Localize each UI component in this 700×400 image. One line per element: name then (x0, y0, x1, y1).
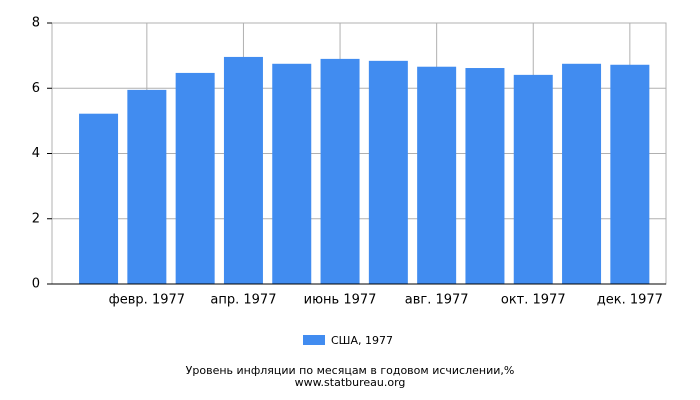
x-tick-label: июнь 1977 (304, 293, 377, 308)
source: www.statbureau.org (295, 376, 406, 389)
x-tick-label: февр. 1977 (109, 293, 185, 308)
bar (272, 63, 312, 284)
bar (562, 63, 602, 284)
bar (223, 56, 263, 285)
bar (79, 113, 119, 284)
legend-label: США, 1977 (331, 334, 393, 347)
x-tick-label: апр. 1977 (210, 293, 276, 308)
bar (175, 72, 215, 284)
x-tick-label: окт. 1977 (501, 293, 566, 308)
y-tick-label: 8 (32, 16, 40, 31)
bar (610, 64, 650, 284)
y-tick-label: 4 (32, 146, 40, 161)
legend-swatch (303, 335, 325, 345)
x-tick-label: дек. 1977 (597, 293, 663, 308)
y-tick-label: 6 (32, 81, 40, 96)
bar (465, 68, 505, 285)
y-tick-label: 2 (32, 211, 40, 226)
x-tick-label: авг. 1977 (405, 293, 469, 308)
bar (417, 66, 457, 284)
bar (513, 74, 553, 284)
chart-title: Уровень инфляции по месяцам в годовом ис… (186, 364, 515, 377)
y-tick-label: 0 (32, 277, 40, 292)
bar (320, 58, 360, 285)
bar (127, 89, 167, 284)
bar (368, 60, 408, 284)
